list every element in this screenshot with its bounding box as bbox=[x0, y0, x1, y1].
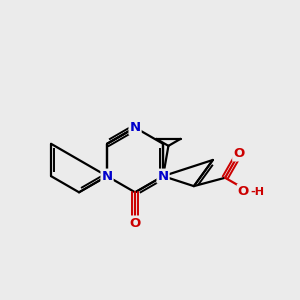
Text: -H: -H bbox=[250, 187, 265, 196]
Text: O: O bbox=[238, 185, 249, 198]
Text: N: N bbox=[101, 169, 112, 183]
Text: O: O bbox=[233, 147, 244, 161]
Text: N: N bbox=[158, 169, 169, 183]
Text: N: N bbox=[130, 121, 141, 134]
Text: O: O bbox=[129, 217, 141, 230]
